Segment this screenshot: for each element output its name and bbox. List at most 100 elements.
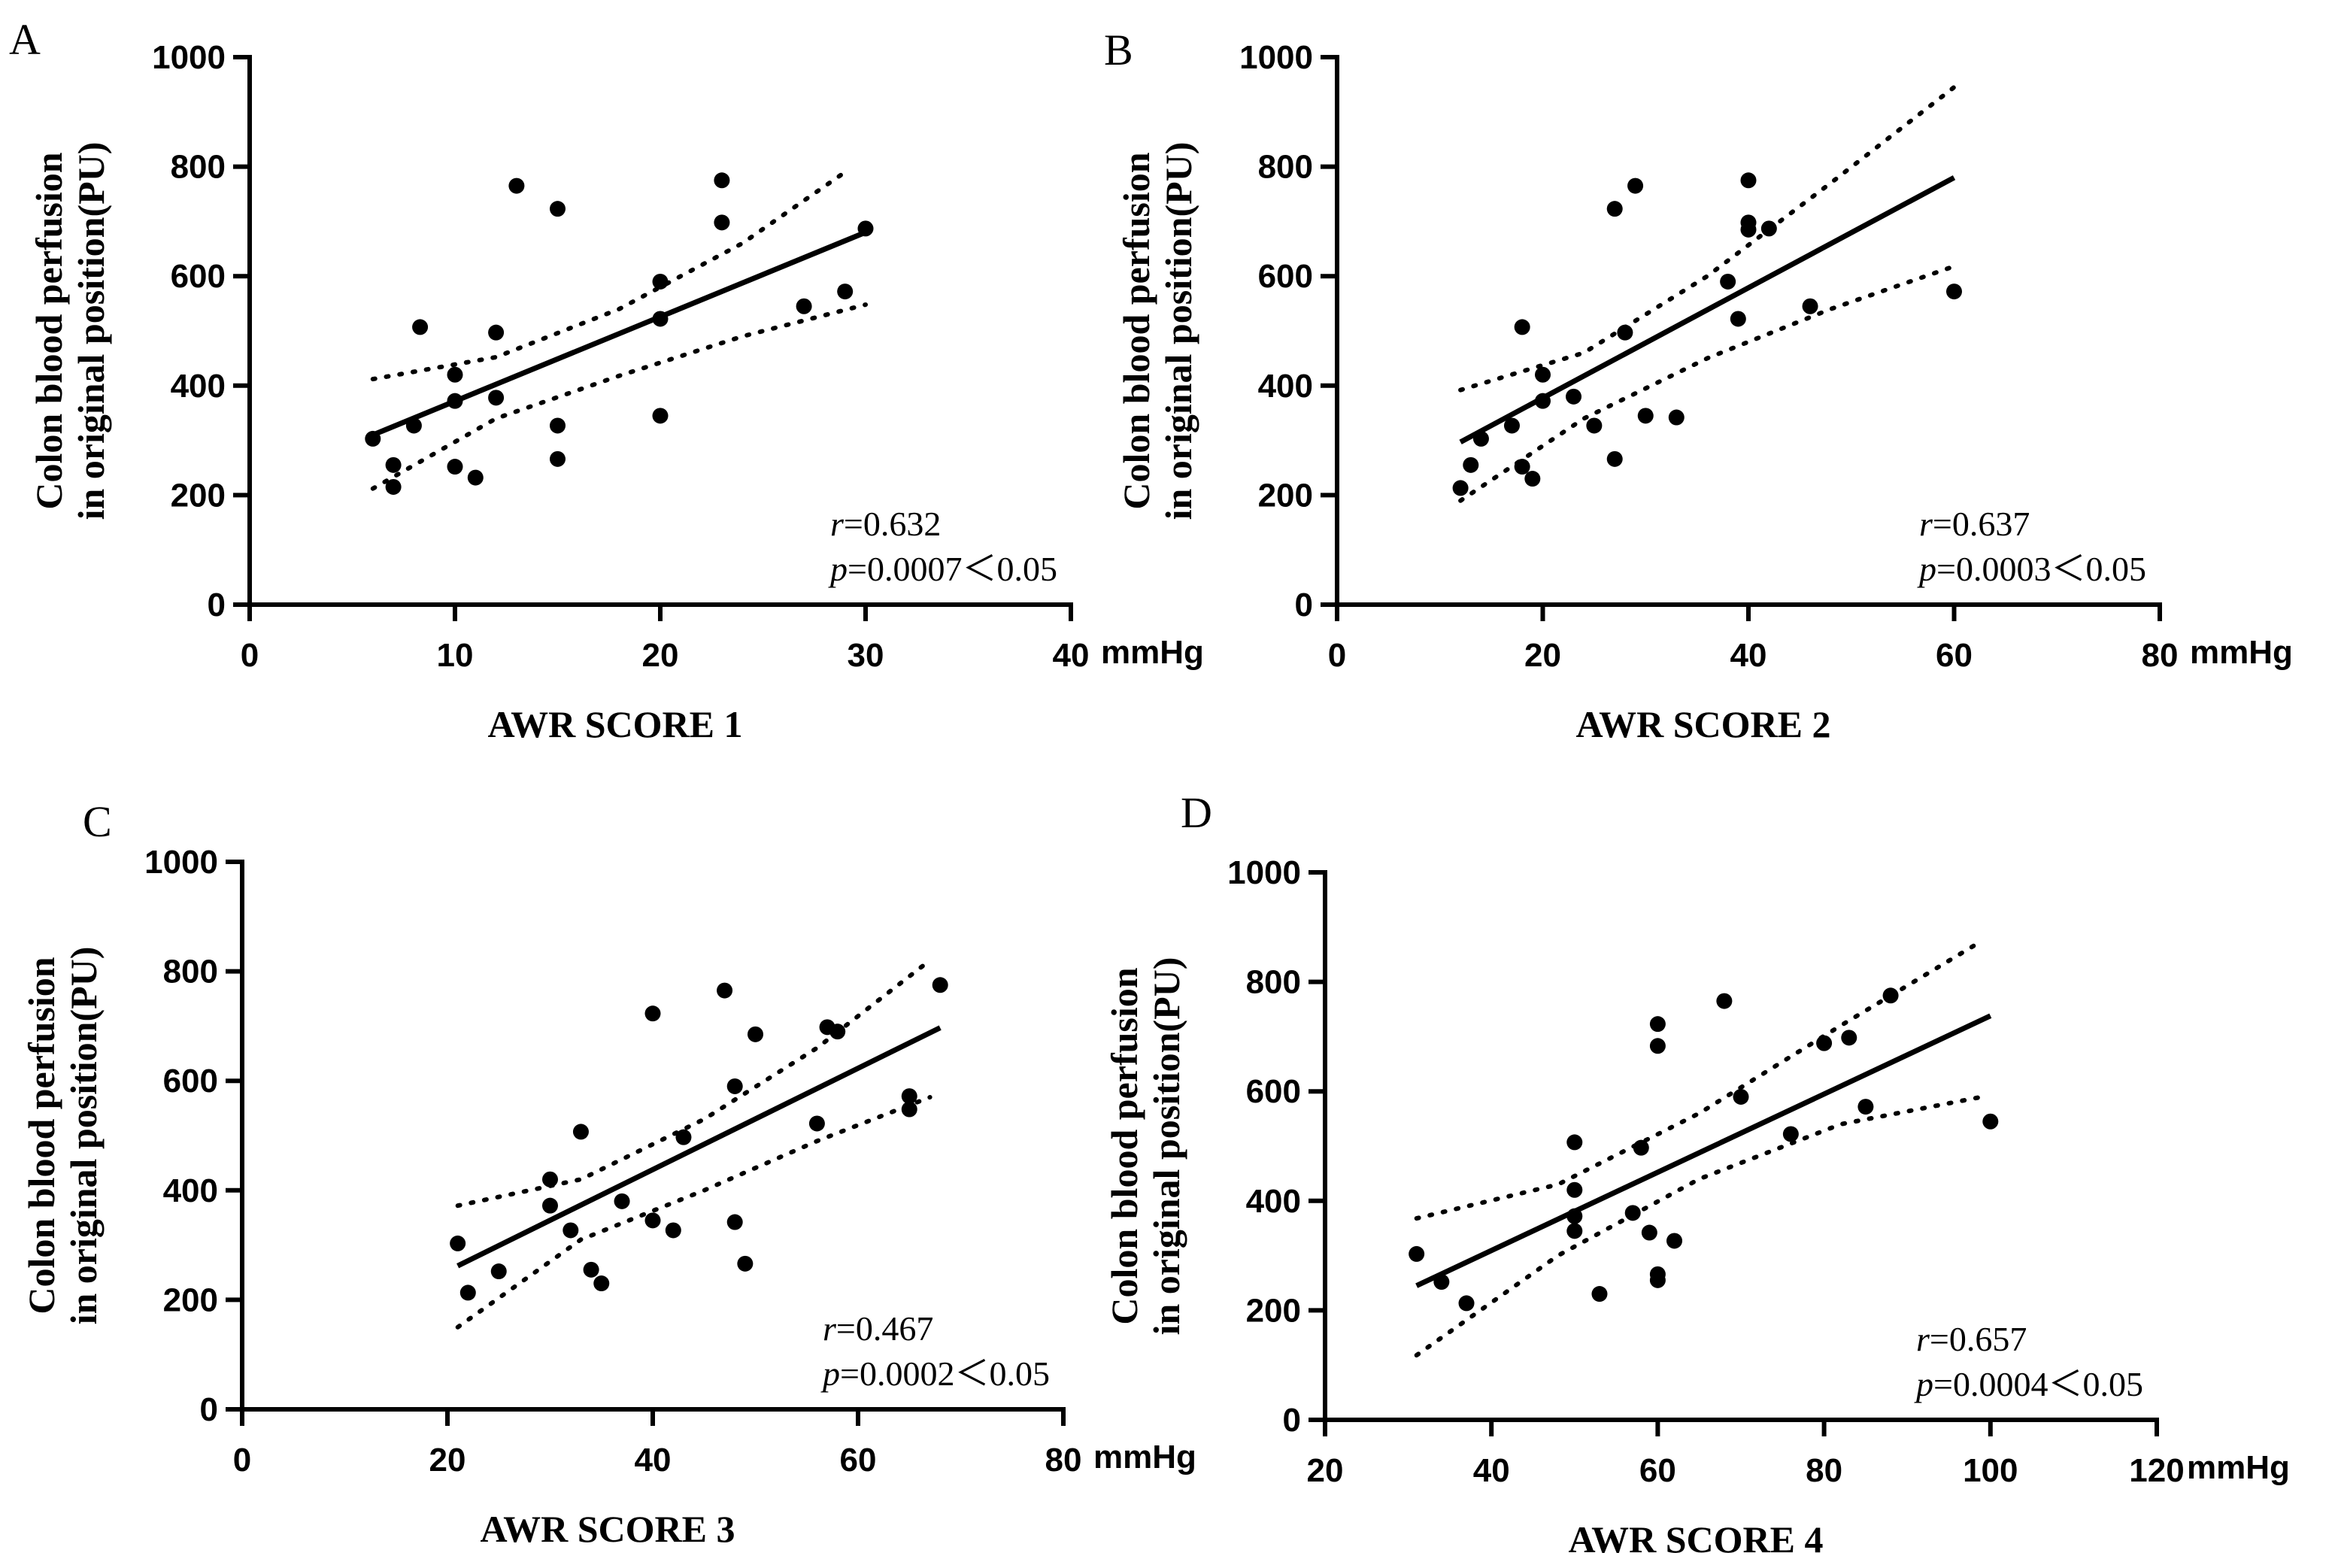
panel-c-point xyxy=(829,1024,846,1040)
panel-b-point xyxy=(1720,273,1736,290)
panel-d-point xyxy=(1982,1113,1999,1130)
panel-c-point xyxy=(542,1171,558,1187)
panel-c-point xyxy=(614,1193,630,1209)
panel-d-ytick-label: 1000 xyxy=(1227,854,1301,891)
panel-b-letter: B xyxy=(1104,26,1133,74)
panel-c-point xyxy=(490,1263,507,1280)
panel-c-r-symbol: r xyxy=(823,1309,837,1348)
panel-d-ytick-label: 0 xyxy=(1283,1402,1301,1439)
panel-d-point xyxy=(1591,1286,1608,1303)
panel-a-ytick-label: 400 xyxy=(171,368,226,405)
panel-c-point xyxy=(563,1222,579,1239)
panel-c-ytick-label: 600 xyxy=(163,1063,218,1099)
panel-b-xtick-label: 80 xyxy=(2142,637,2179,674)
panel-a-letter: A xyxy=(9,15,41,64)
panel-a-x-unit: mmHg xyxy=(1101,634,1204,671)
panel-b-y-title-line1: Colon blood perfusion xyxy=(1115,152,1157,509)
panel-a-point xyxy=(405,417,422,434)
panel-c-y-title-line2: in original position(PU) xyxy=(62,947,105,1325)
panel-a-ci-lower xyxy=(370,302,868,491)
panel-b-ci-upper xyxy=(1458,85,1957,393)
panel-d-point xyxy=(1716,993,1733,1009)
panel-a-point xyxy=(652,273,669,290)
panel-a-r-value: =0.632 xyxy=(844,505,941,543)
panel-b-xtick-label: 40 xyxy=(1730,637,1767,674)
panel-c-y-title-line1: Colon blood perfusion xyxy=(20,957,62,1314)
panel-c-point xyxy=(593,1275,610,1292)
panel-b-ytick-label: 400 xyxy=(1258,368,1313,405)
panel-a-ci-upper xyxy=(370,169,848,382)
panel-b-point xyxy=(1760,220,1777,237)
panel-d-point xyxy=(1566,1134,1583,1151)
panel-c-point xyxy=(644,1212,661,1229)
panel-d-xtick-label: 100 xyxy=(1963,1452,2018,1489)
panel-c-ytick-label: 200 xyxy=(163,1281,218,1318)
panel-a-point xyxy=(550,417,566,434)
panel-a-point xyxy=(447,366,463,383)
panel-a-ytick-label: 600 xyxy=(171,258,226,295)
panel-b-ytick-label: 800 xyxy=(1258,149,1313,186)
panel-a-y-title-line2: in original position(PU) xyxy=(70,142,112,520)
panel-b-ytick-label: 1000 xyxy=(1239,39,1313,76)
panel-d-point xyxy=(1649,1272,1666,1288)
panel-c-xtick-label: 60 xyxy=(840,1442,877,1479)
panel-a-x-title: AWR SCORE 1 xyxy=(488,703,743,745)
panel-c-x-title: AWR SCORE 3 xyxy=(481,1508,735,1550)
panel-a-p-value: =0.0007＜0.05 xyxy=(848,550,1057,588)
panel-c-xtick-label: 20 xyxy=(429,1442,466,1479)
panel-c: C 0 200 400 600 800 1000 0 20 40 60 80 mmHg AWR SCORE… xyxy=(20,797,1196,1550)
panel-c-letter: C xyxy=(83,797,112,846)
panel-d-point xyxy=(1566,1181,1583,1198)
panel-a-point xyxy=(412,319,429,335)
panel-b-point xyxy=(1946,284,1962,300)
panel-a-point xyxy=(652,311,669,327)
panel-a-y-title-line1: Colon blood perfusion xyxy=(28,152,70,509)
panel-a-xtick-label: 0 xyxy=(241,637,259,674)
panel-c-y-title: Colon blood perfusionin original positio… xyxy=(20,947,105,1325)
panel-d-point xyxy=(1409,1245,1425,1262)
panel-d-p-annotation: p=0.0004＜0.05 xyxy=(1914,1365,2143,1403)
panel-d-ytick-label: 800 xyxy=(1246,964,1301,1001)
panel-a-point xyxy=(467,469,484,486)
panel-c-xtick-label: 40 xyxy=(635,1442,672,1479)
panel-d-xtick-label: 80 xyxy=(1806,1452,1842,1489)
panel-c-point xyxy=(737,1255,754,1272)
panel-d-point xyxy=(1458,1295,1475,1312)
panel-d-letter: D xyxy=(1181,788,1212,837)
panel-b-y-title: Colon blood perfusionin original positio… xyxy=(1115,142,1199,520)
panel-c-point xyxy=(665,1222,681,1239)
panel-b-xtick-label: 20 xyxy=(1524,637,1561,674)
panel-c-xtick-label: 0 xyxy=(233,1442,251,1479)
panel-d-point xyxy=(1624,1205,1641,1221)
panel-a-point xyxy=(488,324,505,341)
panel-d-point xyxy=(1816,1035,1833,1051)
panel-c-ci-upper xyxy=(455,958,932,1209)
panel-c-point xyxy=(542,1197,558,1214)
panel-c-fit-line xyxy=(456,1025,942,1269)
panel-b-point xyxy=(1514,459,1530,475)
panel-d-point xyxy=(1433,1274,1450,1290)
panel-b-ci-lower xyxy=(1458,264,1957,503)
panel-a-y-title: Colon blood perfusionin original positio… xyxy=(28,142,112,520)
panel-a-point xyxy=(488,390,505,406)
panel-d-y-title: Colon blood perfusionin original positio… xyxy=(1103,957,1187,1336)
panel-c-r-annotation: r=0.467 xyxy=(823,1309,933,1348)
panel-d-xtick-label: 20 xyxy=(1307,1452,1344,1489)
panel-b-point xyxy=(1802,298,1818,314)
panel-c-ytick-label: 1000 xyxy=(144,844,218,881)
panel-a-r-annotation: r=0.632 xyxy=(830,505,941,543)
panel-b: B 0 200 400 600 800 1000 0 20 40 60 80 mmHg AWR SCORE… xyxy=(1104,26,2293,745)
panel-c-point xyxy=(901,1101,917,1118)
panel-d-point xyxy=(1649,1038,1666,1054)
panel-d-fit-line xyxy=(1415,1013,1992,1288)
panel-d-ytick-label: 200 xyxy=(1246,1292,1301,1329)
panel-d-x-title: AWR SCORE 4 xyxy=(1569,1518,1824,1560)
panel-d-p-symbol: p xyxy=(1914,1365,1933,1403)
panel-c-point xyxy=(748,1026,763,1042)
panel-d-point xyxy=(1882,987,1899,1004)
panel-d-point xyxy=(1782,1126,1799,1142)
panel-b-xtick-label: 60 xyxy=(1936,637,1973,674)
panel-b-point xyxy=(1586,417,1603,434)
panel-b-point xyxy=(1730,311,1746,327)
